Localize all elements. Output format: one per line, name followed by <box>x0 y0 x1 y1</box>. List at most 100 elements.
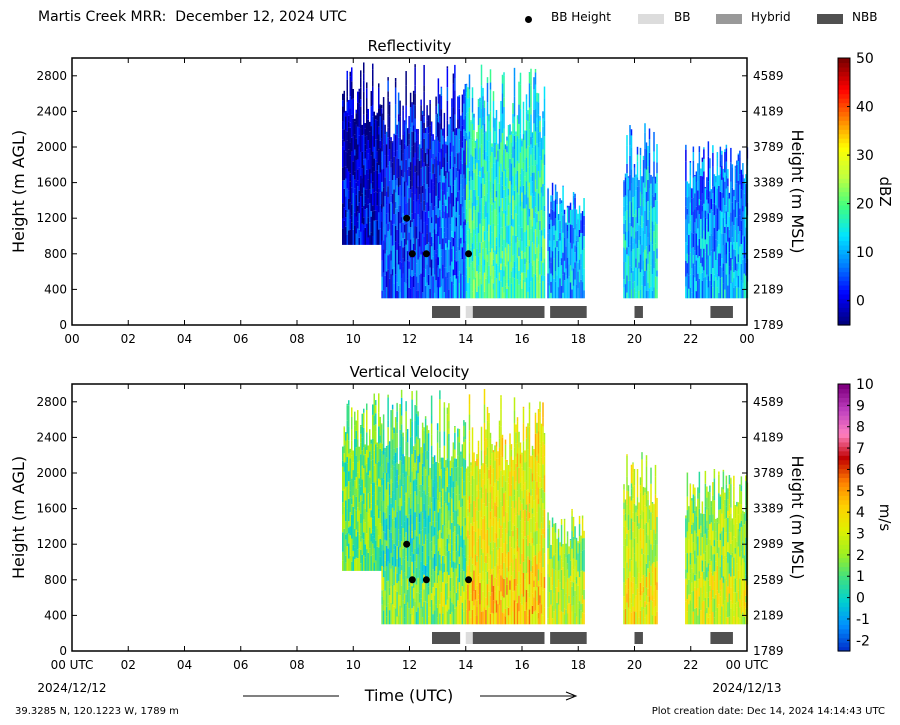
y-axis-label: Height (m AGL) <box>9 456 28 579</box>
bb-height-point <box>465 250 473 258</box>
colorbar-tick-label: 3 <box>856 527 865 543</box>
bright-band-bar <box>710 632 733 644</box>
colorbar: -2 -1 0 1 2 3 4 5 6 7 8 9 10 m/s <box>837 377 894 652</box>
x-tick-label: 22 <box>683 332 698 346</box>
y-tick-label-right: 2989 <box>753 537 784 551</box>
bright-band-bar <box>465 306 473 318</box>
y-tick-label: 0 <box>59 318 67 332</box>
echo-region <box>685 141 749 299</box>
bb-height-point <box>408 250 416 258</box>
legend-label-bb-height: BB Height <box>551 10 611 24</box>
legend-label-nbb: NBB <box>852 10 878 24</box>
echo-region <box>623 452 658 625</box>
x-tick-label: 14 <box>458 332 473 346</box>
colorbar-tick-label: 20 <box>856 197 874 213</box>
y-tick-label-right: 3789 <box>753 140 784 154</box>
y-tick-label: 1200 <box>36 537 67 551</box>
y-tick-label-right: 2589 <box>753 573 784 587</box>
echo-region <box>437 64 467 299</box>
colorbar-tick-label: 30 <box>856 148 874 164</box>
y-tick-label: 2000 <box>36 140 67 154</box>
y-tick-label: 800 <box>44 573 67 587</box>
y-tick-label: 1200 <box>36 211 67 225</box>
y-tick-label-right: 4189 <box>753 104 784 118</box>
bb-height-point <box>422 576 430 584</box>
x-tick-label: 06 <box>233 658 248 672</box>
x-tick-label: 12 <box>402 332 417 346</box>
colorbar-tick-label: 0 <box>856 294 865 310</box>
x-tick-label: 04 <box>177 332 192 346</box>
x-tick-label: 08 <box>289 332 304 346</box>
x-tick-label: 02 <box>121 332 136 346</box>
bright-band-bar <box>465 632 473 644</box>
bb-height-point <box>403 214 411 222</box>
bright-band-bar <box>432 632 461 644</box>
y-tick-label-right: 3389 <box>753 502 784 516</box>
x-tick-label: 00 UTC <box>726 658 769 672</box>
bright-band-bar <box>432 306 461 318</box>
y-tick-label-right: 3389 <box>753 176 784 190</box>
echo-region <box>465 64 546 299</box>
colorbar-tick-label: 50 <box>856 51 874 67</box>
x-tick-label: 14 <box>458 658 473 672</box>
arrow-head <box>565 691 578 701</box>
bb-height-point <box>408 576 416 584</box>
x-tick-label: 02 <box>121 658 136 672</box>
bb-height-point <box>422 250 430 258</box>
colorbar-tick-label: 1 <box>856 569 865 585</box>
x-tick-label: 04 <box>177 658 192 672</box>
y-tick-label-right: 1789 <box>753 318 784 332</box>
y-tick-label-right: 4589 <box>753 69 784 83</box>
y-tick-label: 2800 <box>36 395 67 409</box>
x-tick-label: 10 <box>346 332 361 346</box>
y-tick-label: 2400 <box>36 104 67 118</box>
colorbar-tick-label: 4 <box>856 505 865 521</box>
x-tick-label: 00 <box>739 332 754 346</box>
legend-label-bb: BB <box>674 10 691 24</box>
y-tick-label: 400 <box>44 282 67 296</box>
bright-band-bar <box>634 306 643 318</box>
y-tick-label-right: 2589 <box>753 247 784 261</box>
colorbar-tick-label: 7 <box>856 441 865 457</box>
legend-swatch-nbb <box>817 14 843 24</box>
echo-region <box>547 182 585 299</box>
x-tick-label: 00 <box>64 332 79 346</box>
colorbar-tick-label: 40 <box>856 100 874 116</box>
colorbar-tick-label: 2 <box>856 548 865 564</box>
colorbar-tick-label: 10 <box>856 377 874 393</box>
y-tick-label-right: 2189 <box>753 608 784 622</box>
x-tick-label: 10 <box>346 658 361 672</box>
x-axis-label: Time (UTC) <box>364 686 453 705</box>
y-tick-label-right: 4589 <box>753 395 784 409</box>
x-date-start: 2024/12/12 <box>37 681 106 695</box>
bright-band-bar <box>472 306 545 318</box>
x-tick-label: 06 <box>233 332 248 346</box>
colorbar-tick-label: 0 <box>856 591 865 607</box>
x-tick-label: 16 <box>514 658 529 672</box>
colorbar-tick-label: 9 <box>856 398 865 414</box>
y-tick-label-right: 4189 <box>753 430 784 444</box>
colorbar-tick-label: 8 <box>856 420 865 436</box>
echo-region <box>342 62 383 245</box>
colorbar-label: dBZ <box>876 176 894 206</box>
y-tick-label-right: 3789 <box>753 466 784 480</box>
y-tick-label: 1600 <box>36 176 67 190</box>
colorbar-tick-label: -2 <box>856 633 870 649</box>
y-axis-label-right: Height (m MSL) <box>788 455 807 579</box>
colorbar-tick-label: 5 <box>856 484 865 500</box>
echo-region <box>437 390 467 625</box>
echo-region <box>381 389 439 625</box>
y-tick-label-right: 2189 <box>753 282 784 296</box>
y-tick-label-right: 1789 <box>753 644 784 658</box>
legend-swatch-hybrid <box>716 14 742 24</box>
y-tick-label-right: 2989 <box>753 211 784 225</box>
colorbar-label: m/s <box>876 504 894 532</box>
bright-band-bar <box>634 632 643 644</box>
bb-height-point <box>465 576 473 584</box>
chart-title: Vertical Velocity <box>350 363 470 381</box>
y-tick-label: 800 <box>44 247 67 261</box>
y-tick-label: 0 <box>59 644 67 658</box>
